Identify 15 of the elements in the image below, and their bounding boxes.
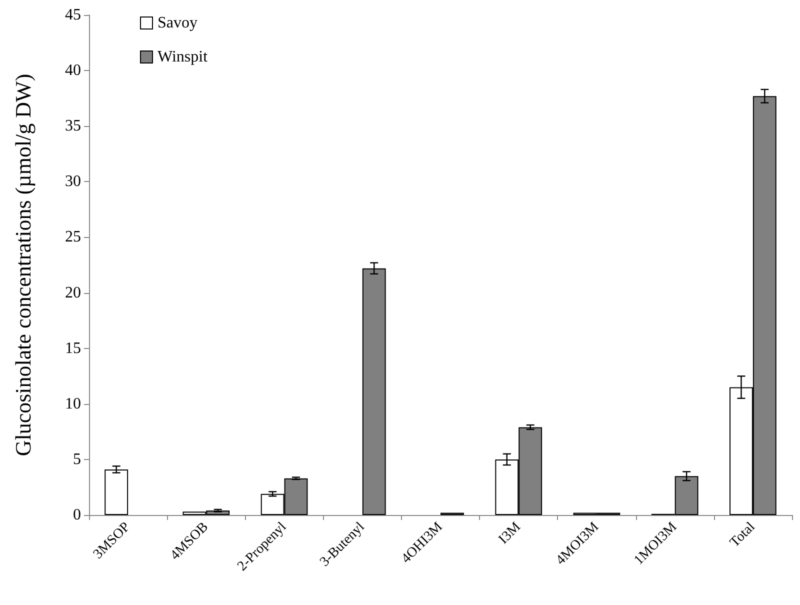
y-tick-label: 0 <box>73 506 81 524</box>
y-axis-title: Glucosinolate concentrations (µmol/g DW) <box>10 74 36 456</box>
y-tick-label: 45 <box>65 6 81 24</box>
y-tick-label: 10 <box>65 395 81 412</box>
y-tick-label: 40 <box>65 62 81 80</box>
y-tick-label: 35 <box>65 118 81 135</box>
y-tick-label: 15 <box>65 340 81 357</box>
y-tick-label: 20 <box>65 284 81 302</box>
bar <box>104 469 128 515</box>
x-tick-label: I3M <box>496 519 524 548</box>
y-tick-label: 5 <box>73 450 81 468</box>
legend-label: Savoy <box>158 14 198 32</box>
y-tick-label: 30 <box>65 173 81 190</box>
legend-label: Winspit <box>158 48 208 66</box>
y-tick-label: 25 <box>65 228 81 246</box>
